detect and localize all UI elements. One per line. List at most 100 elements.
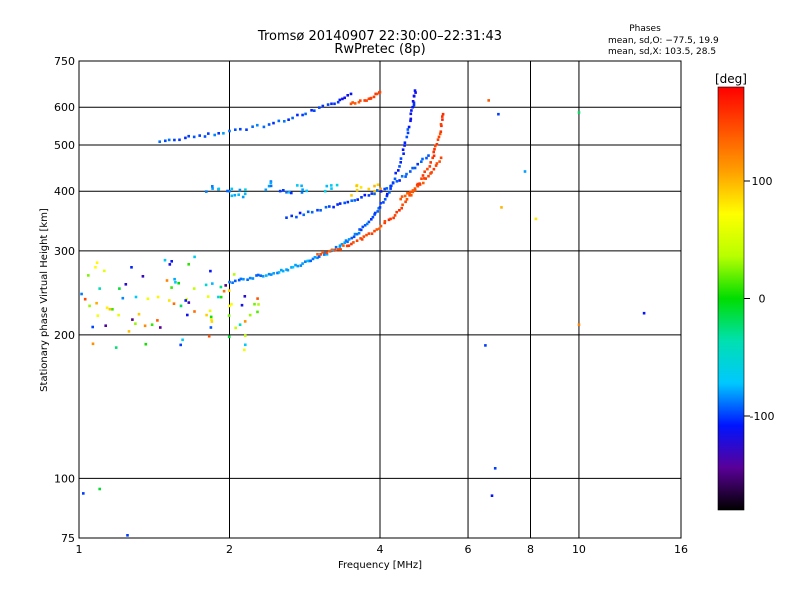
data-point [376,189,379,192]
data-point [205,190,208,193]
data-point [290,266,293,269]
data-point [336,248,340,251]
data-point [395,210,398,214]
data-point [330,187,333,190]
data-point [439,130,443,133]
data-point [430,171,433,174]
plot-frame [78,60,682,539]
data-point [318,106,321,109]
data-point [378,227,381,231]
data-point [373,229,376,233]
data-point [296,113,299,117]
data-point [281,269,285,273]
data-point [410,109,413,112]
data-point [227,335,231,339]
data-point [177,281,180,285]
data-point [294,263,297,267]
data-point [367,220,371,224]
data-point [163,258,167,262]
data-point [299,264,303,267]
data-point [416,162,419,166]
x-tick-label: 1 [76,543,83,556]
data-point [316,256,319,260]
data-point [239,277,243,281]
data-point [211,187,214,190]
data-point [420,177,423,180]
data-point [228,189,231,193]
data-point [117,313,120,317]
data-point [358,228,361,231]
data-point [127,330,131,333]
data-point [80,292,83,296]
data-point [219,295,223,299]
data-point [410,194,413,197]
data-point [291,116,294,120]
data-point [379,224,383,228]
data-point [350,242,353,246]
data-point [338,244,342,247]
data-point [413,188,417,192]
data-point [382,201,385,204]
data-point [118,287,121,290]
data-point [383,198,387,201]
data-point [306,259,310,263]
data-point [359,228,363,232]
data-point [95,301,98,305]
data-point [534,217,538,221]
data-point [230,303,233,306]
data-point [296,184,299,187]
data-point [264,188,268,192]
data-point [282,189,285,192]
data-point [283,120,286,123]
data-point [399,161,402,164]
data-point [301,262,304,265]
data-point [411,105,414,109]
data-point [432,167,436,171]
data-point [261,275,265,278]
data-point [193,255,196,259]
colorbar [717,86,745,511]
data-point [408,194,411,197]
data-point [378,206,382,209]
data-point [421,157,424,161]
data-point [334,245,338,249]
data-point [209,326,213,329]
data-point [88,304,91,308]
data-point [325,251,328,254]
data-point [399,157,403,160]
data-point [409,112,413,116]
data-point [179,343,182,347]
data-point [385,194,389,198]
data-point [323,251,326,255]
data-point [361,225,365,229]
data-point [487,99,490,102]
data-point [94,266,97,269]
data-point [398,179,401,182]
data-point [296,264,300,268]
data-point [179,304,183,308]
x-tick-label: 6 [465,543,472,556]
data-point [356,198,359,201]
data-point [243,295,247,298]
data-point [349,92,353,96]
data-point [272,121,275,125]
x-tick-label: 16 [674,543,688,556]
x-tick-label: 8 [527,543,534,556]
data-point [402,152,405,155]
data-point [359,237,362,240]
data-point [497,112,500,116]
data-point [401,203,404,207]
data-point [321,251,324,254]
data-point [399,197,402,201]
data-point [342,244,345,247]
data-point [228,304,231,308]
data-point [434,164,438,167]
data-point [400,195,404,198]
data-point [413,187,417,190]
data-point [259,274,263,277]
data-point [253,302,256,306]
data-point [164,139,167,143]
data-point [141,275,145,278]
data-point [98,287,101,290]
data-point [404,175,407,178]
